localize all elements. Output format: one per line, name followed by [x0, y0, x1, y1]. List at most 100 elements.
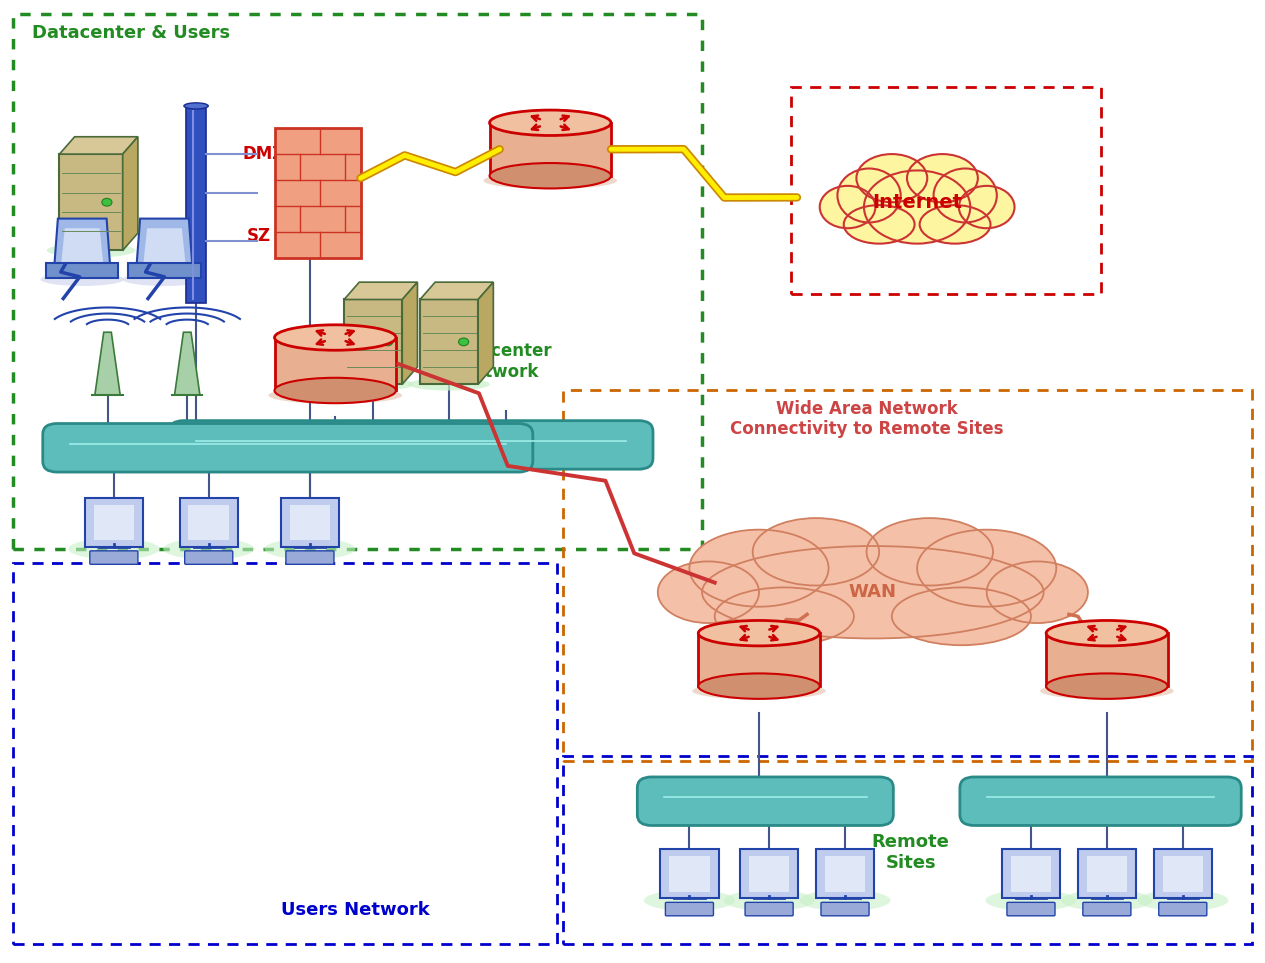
- Ellipse shape: [1046, 620, 1168, 646]
- Text: Datacenter & Users: Datacenter & Users: [32, 24, 230, 42]
- Bar: [13, 563, 557, 944]
- Ellipse shape: [917, 530, 1056, 607]
- Ellipse shape: [934, 169, 997, 222]
- Text: Wide Area Network
Connectivity to Remote Sites: Wide Area Network Connectivity to Remote…: [730, 400, 1003, 438]
- Polygon shape: [95, 332, 120, 395]
- Ellipse shape: [698, 673, 820, 699]
- Ellipse shape: [892, 587, 1031, 645]
- Bar: [563, 390, 1252, 761]
- FancyBboxPatch shape: [420, 299, 478, 384]
- FancyBboxPatch shape: [1159, 902, 1207, 916]
- FancyBboxPatch shape: [1011, 856, 1051, 892]
- Ellipse shape: [123, 273, 206, 286]
- Ellipse shape: [40, 273, 124, 286]
- Ellipse shape: [47, 243, 135, 257]
- Polygon shape: [175, 332, 200, 395]
- Ellipse shape: [820, 186, 875, 228]
- FancyBboxPatch shape: [185, 551, 233, 564]
- Ellipse shape: [1137, 890, 1228, 911]
- Ellipse shape: [702, 546, 1044, 638]
- Bar: [13, 14, 702, 549]
- Ellipse shape: [844, 205, 915, 244]
- Ellipse shape: [490, 163, 611, 189]
- Polygon shape: [275, 127, 361, 257]
- Ellipse shape: [101, 198, 111, 206]
- FancyBboxPatch shape: [188, 505, 229, 540]
- Polygon shape: [54, 219, 110, 265]
- Ellipse shape: [724, 890, 815, 911]
- Text: Internet: Internet: [872, 193, 963, 212]
- Ellipse shape: [867, 518, 993, 586]
- FancyBboxPatch shape: [281, 498, 339, 547]
- Ellipse shape: [1046, 673, 1168, 699]
- Text: Datacenter
Network: Datacenter Network: [448, 342, 552, 380]
- FancyBboxPatch shape: [186, 106, 206, 303]
- FancyBboxPatch shape: [1007, 902, 1055, 916]
- FancyBboxPatch shape: [59, 154, 123, 250]
- FancyBboxPatch shape: [1154, 849, 1212, 898]
- FancyBboxPatch shape: [638, 777, 893, 825]
- Polygon shape: [420, 282, 493, 299]
- FancyBboxPatch shape: [660, 849, 719, 898]
- FancyBboxPatch shape: [698, 634, 820, 686]
- Ellipse shape: [689, 530, 829, 607]
- Polygon shape: [59, 137, 138, 154]
- FancyBboxPatch shape: [1083, 902, 1131, 916]
- FancyBboxPatch shape: [1163, 856, 1203, 892]
- Ellipse shape: [458, 338, 468, 346]
- FancyBboxPatch shape: [821, 902, 869, 916]
- Ellipse shape: [985, 890, 1077, 911]
- FancyBboxPatch shape: [1078, 849, 1136, 898]
- FancyBboxPatch shape: [286, 551, 334, 564]
- FancyBboxPatch shape: [1046, 634, 1168, 686]
- FancyBboxPatch shape: [669, 856, 710, 892]
- Polygon shape: [478, 282, 493, 384]
- Ellipse shape: [715, 587, 854, 645]
- Polygon shape: [144, 228, 186, 262]
- Ellipse shape: [1040, 683, 1174, 699]
- Ellipse shape: [483, 172, 617, 189]
- Polygon shape: [123, 137, 138, 250]
- Ellipse shape: [907, 154, 978, 202]
- FancyBboxPatch shape: [344, 299, 402, 384]
- Ellipse shape: [68, 538, 159, 560]
- FancyBboxPatch shape: [1087, 856, 1127, 892]
- Text: Users Network: Users Network: [281, 901, 430, 919]
- Ellipse shape: [799, 890, 891, 911]
- Ellipse shape: [183, 103, 209, 109]
- Text: DMZ: DMZ: [243, 145, 285, 163]
- Ellipse shape: [490, 110, 611, 136]
- Ellipse shape: [644, 890, 735, 911]
- FancyBboxPatch shape: [665, 902, 713, 916]
- Ellipse shape: [864, 170, 970, 244]
- Text: WAN: WAN: [849, 584, 897, 601]
- Ellipse shape: [333, 377, 414, 391]
- FancyBboxPatch shape: [170, 421, 653, 469]
- Ellipse shape: [837, 169, 901, 222]
- Ellipse shape: [753, 518, 879, 586]
- FancyBboxPatch shape: [94, 505, 134, 540]
- Ellipse shape: [658, 561, 759, 623]
- FancyBboxPatch shape: [47, 263, 119, 278]
- FancyBboxPatch shape: [90, 551, 138, 564]
- Ellipse shape: [382, 338, 392, 346]
- FancyBboxPatch shape: [129, 263, 200, 278]
- FancyBboxPatch shape: [290, 505, 330, 540]
- Polygon shape: [344, 282, 417, 299]
- Ellipse shape: [275, 377, 396, 403]
- Ellipse shape: [163, 538, 254, 560]
- Ellipse shape: [698, 620, 820, 646]
- FancyBboxPatch shape: [816, 849, 874, 898]
- Ellipse shape: [268, 387, 402, 403]
- Ellipse shape: [856, 154, 927, 202]
- Ellipse shape: [987, 561, 1088, 623]
- Polygon shape: [61, 228, 104, 262]
- FancyBboxPatch shape: [825, 856, 865, 892]
- Ellipse shape: [409, 377, 490, 391]
- Text: SZ: SZ: [247, 227, 271, 245]
- Ellipse shape: [692, 683, 826, 699]
- FancyBboxPatch shape: [43, 424, 533, 472]
- FancyBboxPatch shape: [960, 777, 1241, 825]
- Bar: [563, 756, 1252, 944]
- Polygon shape: [137, 219, 192, 265]
